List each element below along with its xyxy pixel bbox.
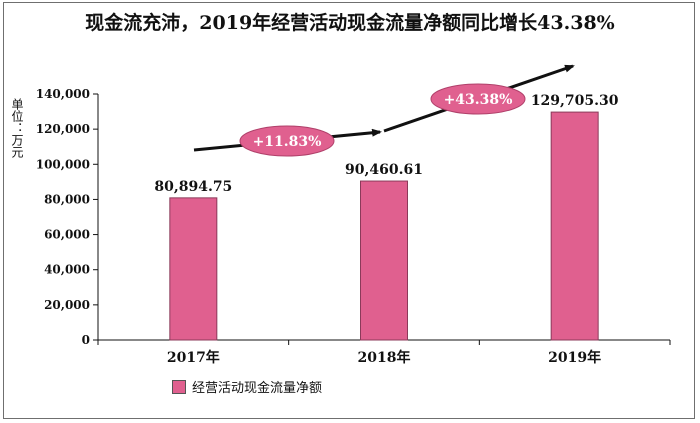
legend-swatch: [172, 379, 186, 394]
y-tick-label: 0: [82, 333, 90, 347]
growth-badge-label: +11.83%: [253, 134, 322, 150]
x-category-label: 2019年: [548, 349, 601, 366]
bar: [169, 197, 218, 341]
legend-label: 经营活动现金流量净额: [192, 381, 323, 396]
x-category-label: 2018年: [358, 349, 411, 366]
unit-label: 单位：万元: [10, 98, 24, 158]
chart-title: 现金流充沛，2019年经营活动现金流量净额同比增长43.38%: [85, 12, 615, 34]
y-tick-label: 60,000: [44, 228, 90, 242]
y-tick-label: 120,000: [36, 122, 90, 136]
y-tick-label: 140,000: [36, 87, 90, 101]
y-tick-label: 40,000: [44, 263, 90, 277]
bar: [550, 111, 599, 341]
y-tick-label: 80,000: [44, 192, 90, 206]
y-tick-label: 20,000: [44, 298, 90, 312]
y-tick-label: 100,000: [36, 157, 90, 171]
data-label: 90,460.61: [345, 162, 423, 178]
data-label: 80,894.75: [154, 179, 232, 195]
bar: [360, 180, 408, 341]
growth-badge: [430, 83, 526, 115]
growth-badge-label: +43.38%: [444, 92, 513, 108]
legend: 经营活动现金流量净额: [172, 377, 322, 396]
growth-badge: [239, 125, 335, 157]
x-category-label: 2017年: [167, 349, 220, 366]
data-label: 129,705.30: [531, 93, 619, 109]
